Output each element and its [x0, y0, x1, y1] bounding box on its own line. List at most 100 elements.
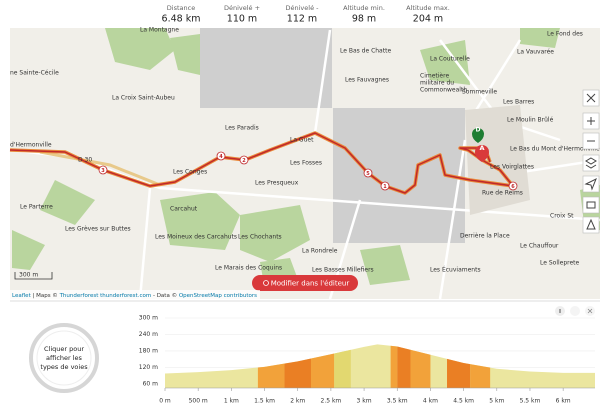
slope-segment [410, 344, 431, 388]
x-tick-label: 2 km [290, 398, 305, 405]
x-tick-label: 4 km [423, 398, 438, 405]
map-label: Le Bas du Mont d'Hermonville [510, 146, 600, 153]
x-tick-label: 2.5 km [321, 398, 342, 405]
km-marker-label: 3 [101, 168, 105, 174]
print-icon [586, 201, 596, 209]
scale-label: 300 m [19, 272, 38, 279]
x-tick-label: 3 km [357, 398, 372, 405]
y-tick-label: 120 m [139, 364, 158, 371]
y-tick-label: 300 m [139, 315, 158, 322]
map[interactable]: 1 2 3 4 5 6 D A La Montagne ne Sainte-Céc… [9, 27, 601, 300]
edit-icon [263, 280, 269, 286]
end-marker-label: A [479, 144, 484, 152]
start-marker[interactable] [472, 128, 484, 143]
km-marker [216, 151, 226, 161]
stat-value: 6.48 km [162, 14, 201, 25]
stat-label: Dénivelé + [224, 4, 260, 12]
print-button[interactable] [582, 196, 600, 214]
map-label: Le Marais des Coquins [215, 265, 282, 272]
map-label: Cimetière [420, 73, 449, 80]
map-label: Les Fosses [290, 160, 322, 167]
map-label: La Rondrele [302, 248, 338, 255]
forest [12, 28, 600, 290]
edit-button-label[interactable]: Modifier dans l'éditeur [271, 280, 350, 288]
x-tick-label: 1 km [224, 398, 239, 405]
end-marker[interactable] [475, 145, 489, 162]
stat-label: Distance [167, 4, 195, 12]
plus-icon [587, 117, 595, 125]
attribution-box [10, 290, 260, 299]
km-marker-label: 2 [242, 158, 246, 164]
km-marker [363, 168, 373, 178]
y-tick-label: 180 m [139, 347, 158, 354]
menu-button[interactable] [570, 306, 580, 316]
attribution-link[interactable]: OpenStreetMap contributors [179, 293, 257, 299]
km-marker [239, 155, 249, 165]
attribution-text: | Maps © [32, 292, 57, 299]
locate-icon [584, 177, 597, 191]
layers-icon [585, 157, 597, 169]
scale-bar [14, 272, 53, 280]
edit-button[interactable] [252, 275, 358, 291]
km-marker [98, 165, 108, 175]
map-label: Les Basses Millefiers [312, 267, 374, 274]
map-label: Les Moineux des Carcahuts [155, 234, 237, 241]
x-tick-label: 3.5 km [387, 398, 408, 405]
map-label: La Couturelle [430, 56, 470, 63]
road-types-label[interactable]: types de voies [40, 363, 88, 371]
x-tick-label: 0 m [159, 398, 171, 405]
main-road [39, 150, 161, 187]
map-label: militaire du [420, 80, 454, 87]
map-label: Les Conges [173, 169, 207, 176]
y-tick-label: 60 m [143, 380, 159, 387]
layers-button[interactable] [582, 154, 600, 172]
x-tick-label: 5.5 km [520, 398, 541, 405]
map-label: Sommeville [462, 89, 497, 96]
stat-label: Dénivelé - [286, 4, 320, 12]
map-label: La Guet [290, 137, 314, 144]
map-label: Les Presqueux [255, 180, 299, 187]
stat-label: Altitude min. [343, 4, 385, 12]
map-label: Les Barres [503, 99, 534, 106]
stat-value: 98 m [352, 14, 376, 25]
attribution-link[interactable]: Leaflet [12, 293, 32, 299]
km-marker-label: 5 [366, 171, 370, 177]
map-label: Croix St [550, 213, 574, 220]
map-label: Le Solleprete [540, 260, 580, 267]
road-types-inner[interactable] [36, 330, 92, 386]
map-label: La Vauvarée [517, 49, 554, 56]
road-types-label[interactable]: Cliquer pour [44, 345, 84, 353]
x-tick-label: 500 m [189, 398, 208, 405]
km-marker [380, 181, 390, 191]
map-label: Le Bas de Chatte [340, 48, 391, 55]
fullscreen-icon [586, 93, 596, 103]
x-tick-label: 6 km [556, 398, 571, 405]
y-tick-label: 240 m [139, 331, 158, 338]
x-tick-label: 4.5 km [453, 398, 474, 405]
map-label: La Montagne [140, 27, 179, 34]
stat-label: Altitude max. [406, 4, 450, 12]
km-marker-label: 6 [511, 184, 515, 190]
map-label: Le Chauffour [520, 243, 559, 250]
map-label: Les Chochants [238, 234, 282, 241]
start-marker-label: D [476, 127, 481, 134]
attribution-text: - Data © [153, 292, 177, 299]
attribution: Leaflet | Maps © Thunderforest thunderfo… [12, 292, 257, 299]
x-tick-label: 5 km [489, 398, 504, 405]
map-label: Les Grèves sur Buttes [65, 226, 131, 233]
map-label: La Croix Saint-Aubeu [112, 95, 175, 102]
map-label: Le Fond des [547, 31, 583, 38]
map-label: Le Parterre [20, 204, 53, 211]
map-label: Commonwealth [420, 87, 467, 94]
road-types-label[interactable]: afficher les [46, 354, 83, 362]
slope-segment [334, 344, 351, 388]
map-label: D 30 [78, 157, 92, 164]
map-label: Derrière la Place [460, 233, 510, 240]
stat-value: 110 m [227, 14, 257, 25]
attribution-link[interactable]: Thunderforest thunderforest.com [59, 293, 152, 299]
map-label: Les Paradis [225, 125, 259, 132]
stats-bar: Distance 6.48 km Dénivelé + 110 m Dénive… [162, 4, 450, 25]
close-icon [587, 308, 593, 314]
map-label: Les Écuviaments [430, 266, 481, 274]
